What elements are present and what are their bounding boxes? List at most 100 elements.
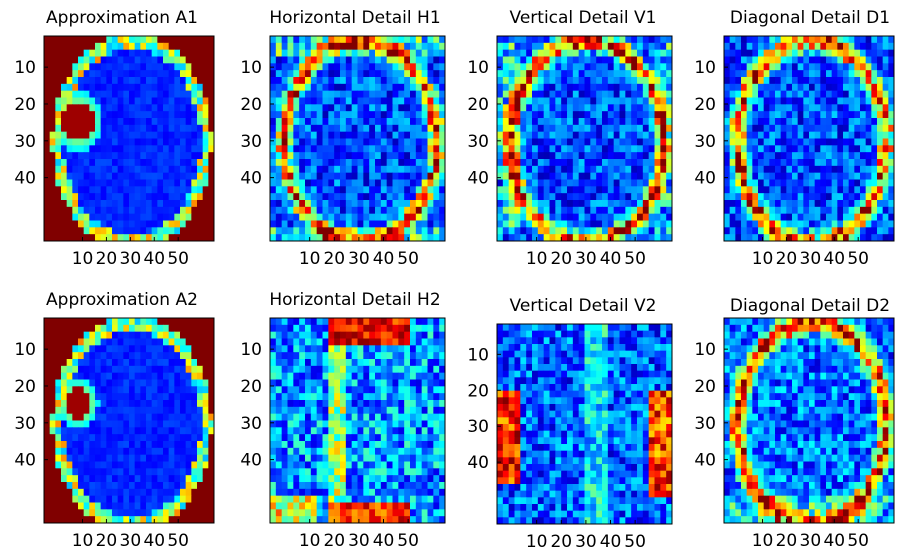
heatmap-cell <box>775 97 782 105</box>
heatmap-cell <box>316 172 323 180</box>
heatmap-cell <box>843 124 850 133</box>
heatmap-cell <box>49 49 56 57</box>
heatmap-cell <box>758 172 765 180</box>
heatmap-cell <box>666 90 673 98</box>
heatmap-cell <box>106 104 113 112</box>
heatmap-cell <box>316 345 323 353</box>
heatmap-cell <box>549 36 556 44</box>
heatmap-cell <box>508 56 515 64</box>
heatmap-cell <box>310 63 318 71</box>
heatmap-cell <box>584 36 591 44</box>
heatmap-cell <box>532 56 539 64</box>
heatmap-cell <box>345 393 353 401</box>
heatmap-cell <box>741 77 748 85</box>
heatmap-cell <box>877 111 884 119</box>
heatmap-cell <box>287 145 294 153</box>
heatmap-cell <box>666 234 673 242</box>
heatmap-cell <box>555 186 562 194</box>
heatmap-cell <box>758 193 765 201</box>
heatmap-cell <box>106 200 113 208</box>
heatmap-cell <box>140 124 147 133</box>
heatmap-cell <box>117 345 124 353</box>
heatmap-cell <box>758 42 765 51</box>
heatmap-cell <box>724 145 731 153</box>
heatmap-cell <box>572 159 580 167</box>
heatmap-cell <box>157 495 164 503</box>
heatmap-cell <box>134 461 141 469</box>
heatmap-cell <box>439 338 446 346</box>
heatmap-cell <box>843 131 850 139</box>
heatmap-cell <box>602 56 609 64</box>
heatmap-cell <box>888 49 895 57</box>
heatmap-cell <box>666 131 673 139</box>
heatmap-cell <box>398 77 405 85</box>
heatmap-cell <box>66 413 73 421</box>
heatmap-cell <box>185 213 192 221</box>
heatmap-cell <box>305 220 312 228</box>
heatmap-cell <box>66 318 73 326</box>
heatmap-cell <box>95 461 102 469</box>
heatmap-cell <box>340 200 347 208</box>
heatmap-cell <box>83 509 90 517</box>
heatmap-cell <box>404 200 411 208</box>
heatmap-cell <box>44 172 51 180</box>
heatmap-cell <box>340 324 347 333</box>
heatmap-cell <box>543 49 550 57</box>
heatmap-cell <box>561 206 568 215</box>
heatmap-cell <box>809 63 816 71</box>
heatmap-cell <box>729 63 736 71</box>
heatmap-cell <box>654 118 661 126</box>
heatmap-cell <box>55 331 62 339</box>
heatmap-cell <box>106 206 113 215</box>
heatmap-cell <box>854 83 861 92</box>
heatmap-cell <box>334 213 341 221</box>
heatmap-cell <box>140 220 147 228</box>
heatmap-cell <box>826 159 833 167</box>
heatmap-cell <box>814 159 821 167</box>
heatmap-cell <box>537 186 545 194</box>
heatmap-cell <box>607 49 615 57</box>
heatmap-cell <box>871 124 878 133</box>
heatmap-cell <box>351 345 358 353</box>
heatmap-cell <box>293 220 300 228</box>
heatmap-cell <box>729 104 736 112</box>
heatmap-cell <box>837 104 844 112</box>
heatmap-cell <box>578 186 585 194</box>
heatmap-cell <box>180 104 187 112</box>
heatmap-cell <box>526 36 533 44</box>
heatmap-cell <box>814 234 821 242</box>
x-tick-label: 30 <box>120 249 142 269</box>
heatmap-cell <box>497 124 504 133</box>
heatmap-cell <box>532 234 539 242</box>
heatmap-cell <box>293 104 300 112</box>
heatmap-cell <box>78 365 85 374</box>
heatmap-cell <box>299 365 306 374</box>
heatmap-cell <box>648 138 655 146</box>
heatmap-cell <box>637 172 644 180</box>
heatmap-cell <box>89 42 96 51</box>
heatmap-cell <box>590 97 597 105</box>
heatmap-cell <box>831 104 838 112</box>
heatmap-cell <box>607 70 615 78</box>
heatmap-cell <box>502 70 510 78</box>
heatmap-cell <box>410 159 417 167</box>
heatmap-cell <box>567 70 574 78</box>
heatmap-cell <box>386 152 393 160</box>
heatmap-cell <box>281 165 288 174</box>
heatmap-cell <box>752 193 759 201</box>
heatmap-cell <box>888 83 895 92</box>
heatmap-cell <box>129 420 136 428</box>
heatmap-cell <box>775 234 782 242</box>
heatmap-cell <box>625 159 632 167</box>
heatmap-cell <box>129 406 136 415</box>
heatmap-cell <box>433 152 440 160</box>
heatmap-cell <box>270 338 277 346</box>
x-tick-label: 10 <box>526 249 548 269</box>
heatmap-cell <box>758 111 765 119</box>
heatmap-cell <box>865 234 872 242</box>
heatmap-cell <box>123 509 130 517</box>
heatmap-cell <box>877 227 884 235</box>
heatmap-cell <box>555 145 562 153</box>
heatmap-cell <box>543 36 550 44</box>
heatmap-cell <box>380 338 388 346</box>
